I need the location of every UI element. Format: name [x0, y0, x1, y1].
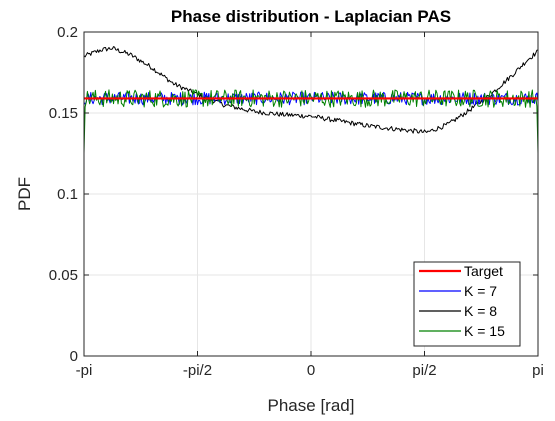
y-tick-label: 0.2 — [57, 24, 78, 41]
legend: Target K = 7 K = 8 K = 15 — [413, 261, 521, 347]
y-tick-label: 0.1 — [57, 186, 78, 203]
legend-label: K = 7 — [464, 283, 497, 299]
y-tick-label: 0 — [70, 348, 78, 365]
chart-title: Phase distribution - Laplacian PAS — [171, 7, 451, 26]
legend-label: K = 15 — [464, 323, 505, 339]
legend-label: K = 8 — [464, 303, 497, 319]
x-tick-label: -pi/2 — [183, 362, 212, 379]
y-tick-label: 0.05 — [49, 267, 78, 284]
series-line-k-8 — [83, 46, 539, 134]
y-tick-label: 0.15 — [49, 105, 78, 122]
x-tick-label: pi — [532, 362, 544, 379]
x-tick-label: pi/2 — [412, 362, 436, 379]
series-lines — [83, 46, 539, 154]
x-axis-label: Phase [rad] — [268, 396, 355, 415]
legend-box — [413, 261, 521, 347]
x-tick-label: -pi — [76, 362, 93, 379]
x-tick-label: 0 — [307, 362, 315, 379]
ticks: -pi -pi/2 0 pi/2 pi 0 0.05 0.1 0.15 0.2 — [49, 24, 544, 379]
legend-label: Target — [464, 263, 503, 279]
y-axis-label: PDF — [15, 177, 34, 211]
